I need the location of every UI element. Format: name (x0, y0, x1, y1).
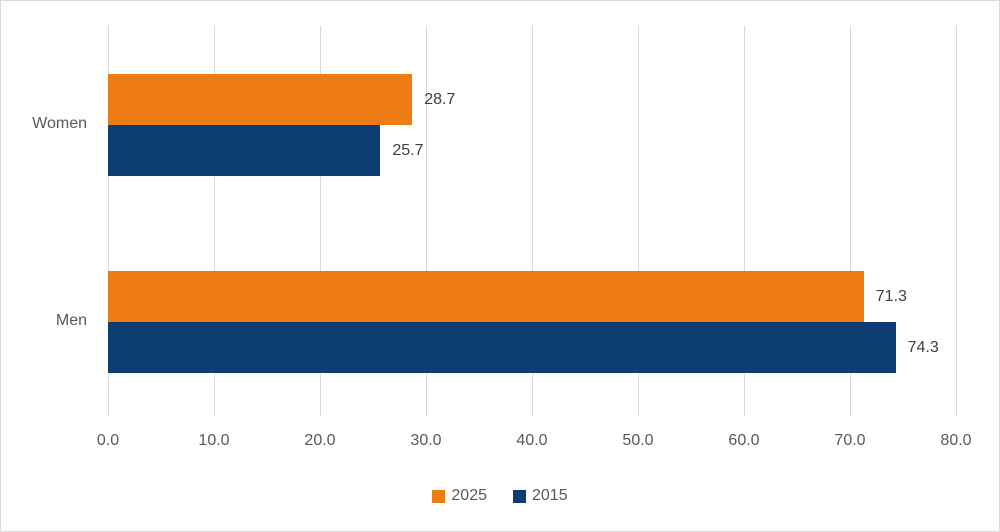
bar-women-2025 (108, 74, 413, 125)
gridline (108, 26, 109, 416)
category-label-men: Men (55, 312, 87, 329)
bar-row-men-2025: 71.3 (108, 271, 956, 322)
x-tick-label: 70.0 (834, 432, 866, 449)
gridline (320, 26, 321, 416)
legend-item-2015: 2015 (513, 487, 568, 505)
x-tick-label: 40.0 (516, 432, 548, 449)
x-tick-label: 50.0 (622, 432, 654, 449)
x-tick-label: 60.0 (728, 432, 760, 449)
data-label-women-2015: 25.7 (392, 141, 424, 159)
bar-row-women-2015: 25.7 (108, 125, 956, 176)
category-label-women: Women (32, 115, 87, 132)
gridline (532, 26, 533, 416)
bar-row-men-2015: 74.3 (108, 322, 956, 373)
x-tick-label: 10.0 (198, 432, 230, 449)
bar-row-women-2025: 28.7 (108, 74, 956, 125)
gridline (214, 26, 215, 416)
legend-label-2025: 2025 (451, 487, 487, 504)
x-axis: 0.0 10.0 20.0 30.0 40.0 50.0 60.0 70.0 80.0 (97, 416, 972, 456)
legend-swatch-2025 (432, 489, 446, 503)
gridline (850, 26, 851, 416)
bar-men-2015 (108, 322, 896, 373)
x-tick-label: 80.0 (940, 432, 972, 449)
data-label-women-2025: 28.7 (424, 90, 456, 108)
legend-swatch-2015 (513, 489, 526, 503)
gridline (426, 26, 427, 416)
gridline (744, 26, 745, 416)
gridline (638, 26, 639, 416)
legend: 2025 2015 (1, 487, 999, 505)
bar-men-2025 (108, 271, 864, 322)
plot-area: 28.7 25.7 71.3 74.3 (108, 26, 957, 416)
bar-women-2015 (108, 125, 381, 176)
x-tick-label: 20.0 (304, 432, 336, 449)
gridline (956, 26, 957, 416)
data-label-men-2015: 74.3 (907, 338, 939, 356)
legend-item-2025: 2025 (432, 487, 487, 505)
x-tick-label: 30.0 (410, 432, 442, 449)
legend-label-2015: 2015 (532, 487, 568, 504)
data-label-men-2025: 71.3 (875, 287, 907, 305)
x-tick-label: 0.0 (96, 432, 120, 449)
